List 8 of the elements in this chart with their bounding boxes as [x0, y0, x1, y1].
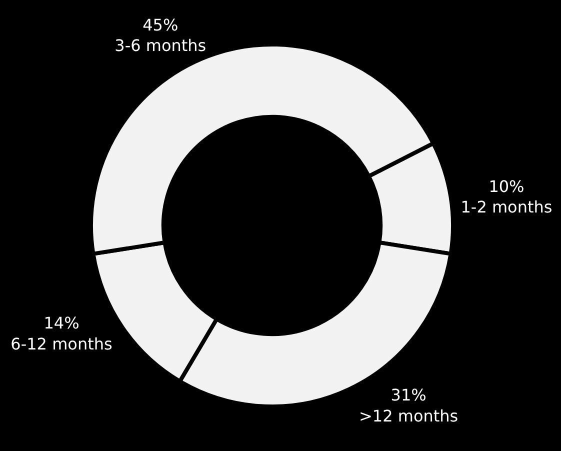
slice-label: 1-2 months: [460, 198, 552, 217]
slice-label: >12 months: [359, 406, 458, 426]
slice-label: 3-6 months: [114, 36, 206, 56]
data-label: 10%: [488, 176, 524, 196]
data-label: 31%: [390, 386, 426, 405]
data-label: 45%: [142, 15, 178, 34]
slice-label: 6-12 months: [10, 334, 112, 354]
data-label: 14%: [44, 314, 80, 333]
